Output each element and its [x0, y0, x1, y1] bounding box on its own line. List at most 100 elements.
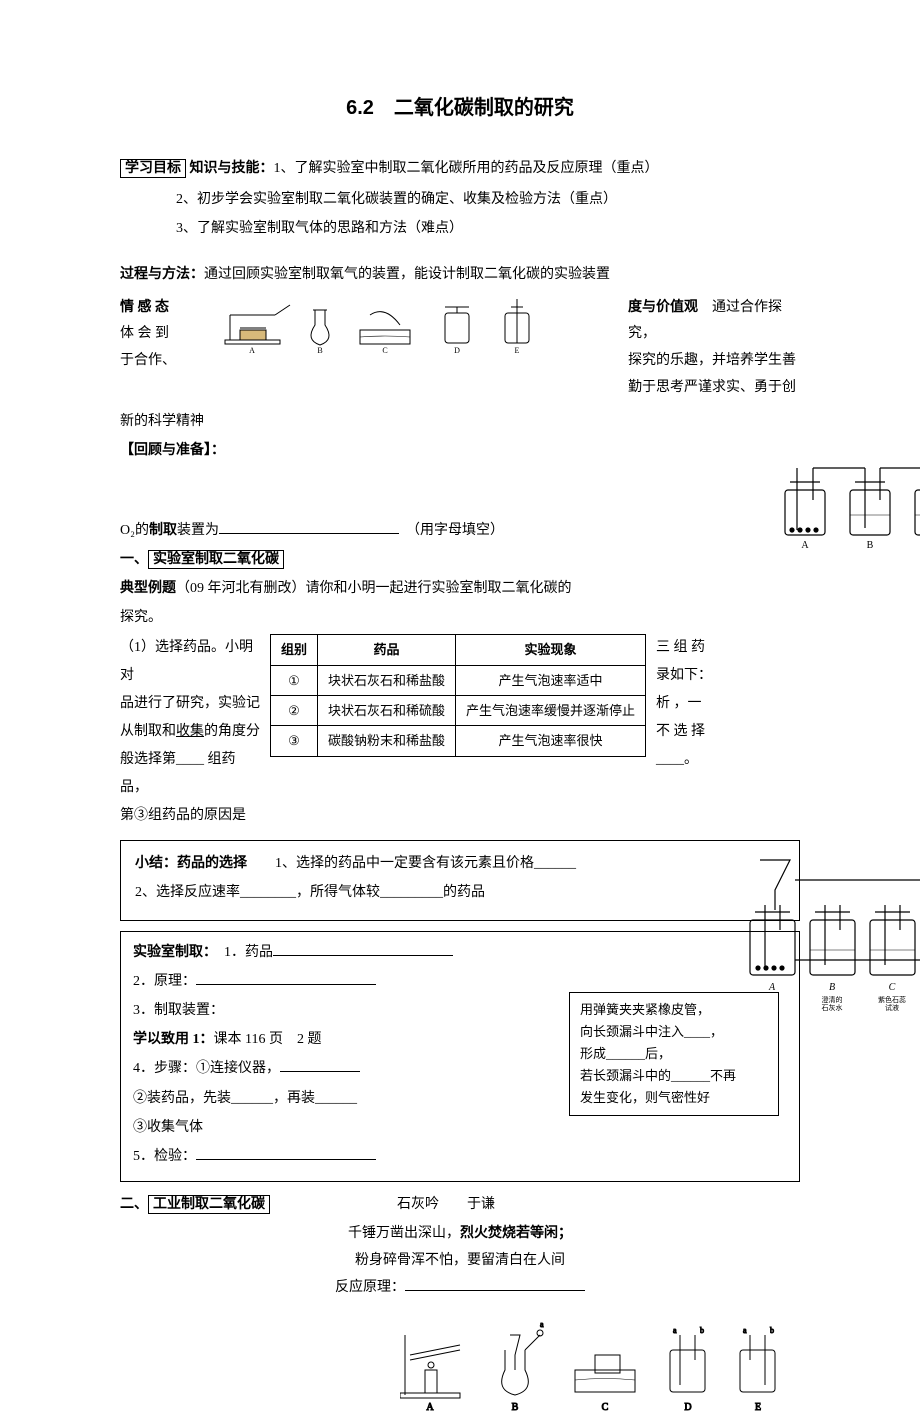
process-label: 过程与方法：	[120, 267, 204, 282]
example-head-label: 典型例题	[120, 581, 176, 596]
blank-principle[interactable]	[196, 984, 376, 985]
example-head-text: （09 年河北有删改）请你和小明一起进行实验室制取二氧化碳的	[176, 581, 572, 596]
svg-text:C: C	[382, 346, 387, 355]
attitude-right: 度与价值观 通过合作探究，探究的乐趣，并培养学生善勤于思考严谨求实、勇于创	[618, 295, 800, 401]
lab-l4c: ③收集气体	[133, 1115, 787, 1140]
svg-text:B: B	[867, 540, 874, 550]
svg-text:D: D	[684, 1402, 691, 1413]
ex-r2: 析 ，一	[656, 696, 702, 711]
attitude-row: 情 感 态体 会 到于合作、 A B	[120, 295, 800, 401]
sec1-heading: 一、实验室制取二氧化碳	[120, 547, 800, 572]
lab-l2: 2．原理：	[133, 974, 196, 989]
goal-item-1: 1、了解实验室中制取二氧化碳所用的药品及反应原理（重点）	[274, 161, 659, 176]
bottom-abcde-icon: A a B C a b D a b E	[400, 1315, 820, 1424]
svg-text:b: b	[770, 1326, 774, 1335]
summary-box: 小结：药品的选择 1、选择的药品中一定要含有该元素且价格______ 2、选择反…	[120, 840, 800, 920]
page-title: 6.2 二氧化碳制取的研究	[120, 90, 800, 126]
o2-post: 装置为	[177, 523, 219, 538]
svg-text:a: a	[673, 1326, 677, 1335]
summary-line1: 1、选择的药品中一定要含有该元素且价格______	[275, 856, 576, 871]
example-head: 典型例题（09 年河北有删改）请你和小明一起进行实验室制取二氧化碳的	[120, 576, 800, 601]
skills-label: 知识与技能：	[190, 161, 274, 176]
svg-text:紫色石蕊: 紫色石蕊	[878, 995, 906, 1004]
goal-item-2: 2、初步学会实验室制取二氧化碳装置的确定、收集及检验方法（重点）	[120, 187, 800, 212]
lab-box: 实验室制取： 1．药品 2．原理： 3．制取装置： 学以致用 1：课本 116 …	[120, 931, 800, 1183]
lab-l5: 5．检验：	[133, 1149, 196, 1164]
svg-text:B: B	[512, 1402, 519, 1413]
blank-reagent[interactable]	[273, 955, 453, 956]
svg-text:C: C	[889, 982, 896, 993]
principle-line: 反应原理：	[120, 1275, 800, 1300]
goals-label: 学习目标	[120, 159, 186, 178]
table-row: ② 块状石灰石和稀硫酸 产生气泡速率缓慢并逐渐停止	[271, 696, 646, 726]
svg-text:D: D	[454, 346, 460, 355]
svg-text:E: E	[515, 346, 520, 355]
table-row: ① 块状石灰石和稀盐酸 产生气泡速率适中	[271, 665, 646, 695]
reagent-table: 组别 药品 实验现象 ① 块状石灰石和稀盐酸 产生气泡速率适中 ② 块状石灰石和…	[270, 634, 646, 757]
ex-l4: 第③组药品的原因是	[120, 808, 246, 823]
bottom-apparatus-icon: a b A B 澄清的 石灰水	[730, 850, 920, 1029]
svg-text:B: B	[317, 346, 322, 355]
svg-text:A: A	[768, 982, 776, 993]
attitude-tail: 新的科学精神	[120, 409, 800, 434]
blank-step[interactable]	[280, 1071, 360, 1072]
svg-text:b: b	[700, 1326, 704, 1335]
lab-l4: 4．步骤：①连接仪器，	[133, 1061, 280, 1076]
svg-text:a: a	[743, 1326, 747, 1335]
principle-label: 反应原理：	[335, 1280, 405, 1295]
tip-t4: 若长颈漏斗中的______不再	[580, 1065, 768, 1087]
svg-text:a: a	[540, 1320, 544, 1329]
svg-text:E: E	[755, 1402, 761, 1413]
poem-line-2: 粉身碎骨浑不怕，要留清白在人间	[120, 1248, 800, 1275]
table-row: ③ 碳酸钠粉末和稀盐酸 产生气泡速率很快	[271, 726, 646, 756]
ex-r3: 不 选 择	[656, 724, 705, 739]
example-right-col: 三 组 药 录如下： 析 ，一 不 选 择 ____。	[656, 634, 716, 774]
th-group: 组别	[271, 635, 318, 665]
example-left-col: （1）选择药品。小明对 品进行了研究，实验记 从制取和收集的角度分 般选择第__…	[120, 634, 260, 830]
apparatus-strip-icon: A B C D	[182, 295, 618, 355]
sec1-label: 实验室制取二氧化碳	[148, 550, 284, 569]
poem-title: 石灰吟 于谦	[397, 1197, 495, 1212]
svg-text:A: A	[426, 1402, 434, 1413]
process-line: 过程与方法：通过回顾实验室制取氧气的装置，能设计制取二氧化碳的实验装置	[120, 262, 800, 287]
sec2-label: 工业制取二氧化碳	[148, 1195, 270, 1214]
o2-tail: （用字母填空）	[413, 523, 504, 538]
ex-r1: 录如下：	[656, 668, 712, 683]
sec2-num: 二、	[120, 1197, 148, 1212]
summary-line2: 2、选择反应速率________，所得气体较_________的药品	[135, 880, 785, 905]
ex-l1: 品进行了研究，实验记	[120, 696, 260, 711]
tip-t5: 发生变化，则气密性好	[580, 1087, 768, 1109]
ex-r0: 三 组 药	[656, 640, 705, 655]
abc-bottles-icon: A B C	[780, 460, 920, 559]
example-p1: 探究。	[120, 605, 800, 630]
process-text: 通过回顾实验室制取氧气的装置，能设计制取二氧化碳的实验装置	[204, 267, 610, 282]
attitude-left: 情 感 态体 会 到于合作、	[120, 295, 182, 375]
sec2-heading: 二、工业制取二氧化碳 石灰吟 于谦	[120, 1192, 800, 1217]
svg-text:B: B	[829, 982, 835, 993]
svg-text:石灰水: 石灰水	[822, 1003, 843, 1012]
th-phenomenon: 实验现象	[456, 635, 646, 665]
summary-head: 小结：药品的选择	[135, 856, 247, 871]
svg-text:A: A	[801, 540, 809, 550]
svg-text:澄清的: 澄清的	[822, 995, 843, 1004]
svg-text:C: C	[602, 1402, 609, 1413]
blank-principle-2[interactable]	[405, 1290, 585, 1291]
o2-line: O₂的制取装置为 （用字母填空）	[120, 518, 800, 543]
o2-bold: 制取	[149, 523, 177, 538]
sec1-num: 一、	[120, 552, 148, 567]
poem-line-1: 千锤万凿出深山，烈火焚烧若等闲；	[120, 1221, 800, 1248]
ex-r4: ____。	[656, 752, 698, 767]
lab-apply-text: 课本 116 页 2 题	[214, 1032, 322, 1047]
ex-l3: 般选择第____ 组药品，	[120, 752, 236, 795]
goals-line: 学习目标 知识与技能：1、了解实验室中制取二氧化碳所用的药品及反应原理（重点）	[120, 156, 800, 181]
lab-head: 实验室制取：	[133, 945, 210, 960]
blank-o2[interactable]	[219, 533, 399, 534]
goal-item-3: 3、了解实验室制取气体的思路和方法（难点）	[120, 216, 800, 241]
svg-text:A: A	[249, 346, 255, 355]
blank-verify[interactable]	[196, 1159, 376, 1160]
tip-t3: 形成______后，	[580, 1043, 768, 1065]
ex-l0: （1）选择药品。小明对	[120, 640, 253, 683]
svg-text:试液: 试液	[885, 1003, 899, 1012]
lab-l1: 1．药品	[224, 945, 273, 960]
review-label: 【回顾与准备】：	[120, 438, 800, 463]
